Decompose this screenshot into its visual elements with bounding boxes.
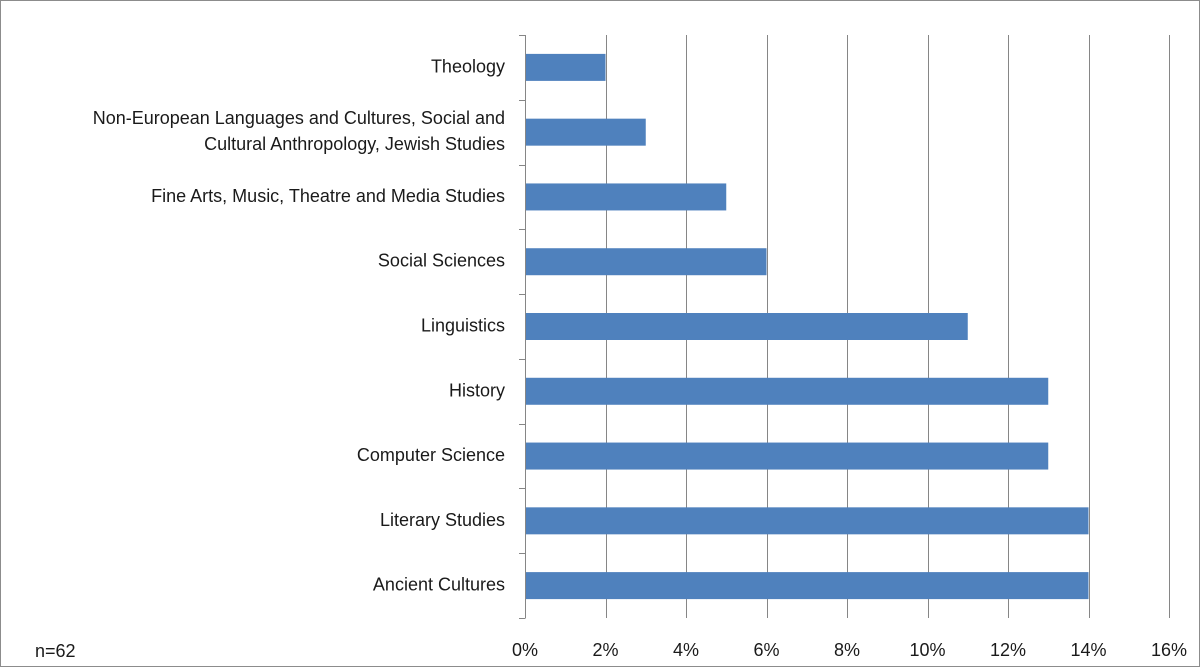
category-label: Social Sciences [378,250,505,270]
category-labels: Theology Non-European Languages and Cultu… [93,56,505,594]
bar [526,572,1089,600]
category-label: Computer Science [357,445,505,465]
x-tick-label: 14% [1070,640,1106,660]
category-label: Literary Studies [380,510,505,530]
x-tick-label: 16% [1151,640,1187,660]
sample-size-note: n=62 [35,641,76,661]
x-tick-label: 8% [834,640,860,660]
x-tick-label: 2% [592,640,618,660]
bar [526,53,606,81]
bar [526,118,646,146]
category-label: Fine Arts, Music, Theatre and Media Stud… [151,186,505,206]
category-label: Ancient Cultures [373,574,505,594]
x-tick-label: 10% [909,640,945,660]
bar [526,377,1049,405]
category-label: Linguistics [421,315,505,335]
x-tick-label: 0% [512,640,538,660]
bar [526,313,968,340]
x-tick-labels: 0% 2% 4% 6% 8% 10% 12% 14% 16% [512,640,1187,660]
x-tick-label: 6% [753,640,779,660]
category-label: History [449,380,505,400]
bar [526,248,767,276]
axes [519,35,526,619]
category-label: Non-European Languages and Cultures, Soc… [93,108,505,154]
category-label: Theology [431,56,505,76]
bars [526,53,1089,600]
x-tick-label: 4% [673,640,699,660]
bar [526,183,727,211]
bar [526,442,1049,470]
bar [526,507,1089,535]
x-tick-label: 12% [990,640,1026,660]
